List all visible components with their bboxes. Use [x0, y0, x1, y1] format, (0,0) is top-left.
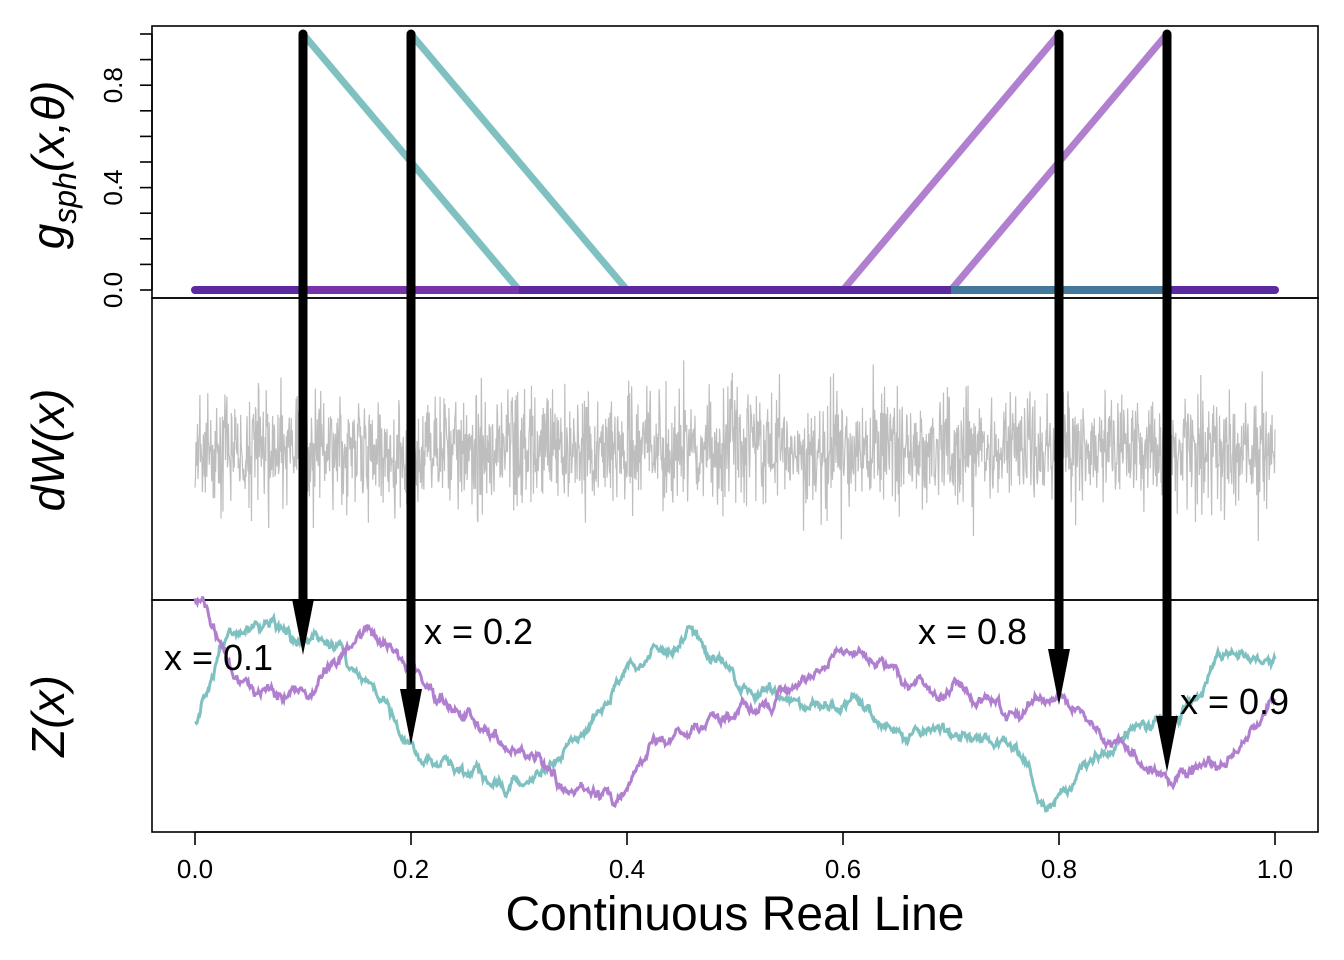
annotation-x-0.8: x = 0.8: [918, 611, 1027, 652]
top-y-tick-label: 0.4: [98, 170, 128, 206]
top-series-group: [191, 30, 1279, 294]
arrow-head-0: [292, 599, 314, 655]
kernel-series-2: [195, 30, 1275, 294]
x-tick-label: 1.0: [1257, 854, 1293, 884]
z-series-0: [194, 611, 1277, 813]
x-axis-label: Continuous Real Line: [506, 888, 965, 941]
kernel-series-3: [195, 30, 1275, 294]
bottom-ylabel: Z(x): [22, 675, 74, 758]
top-y-axis: 0.0 0.4 0.8: [98, 33, 153, 308]
top-y-tick-label: 0.0: [98, 272, 128, 308]
white-noise-series: [194, 360, 1276, 541]
annotation-x-0.9: x = 0.9: [1180, 681, 1289, 722]
x-tick-label: 0.4: [609, 854, 645, 884]
x-tick-label: 0.2: [393, 854, 429, 884]
arrow-head-3: [1156, 716, 1178, 772]
bottom-series-group: [193, 596, 1277, 813]
noise-path: [194, 360, 1276, 541]
arrow-head-1: [400, 689, 422, 745]
x-axis: 0.0 0.2 0.4 0.6 0.8 1.0: [177, 831, 1293, 884]
arrow-head-2: [1048, 649, 1070, 705]
annotation-x-0.2: x = 0.2: [424, 611, 533, 652]
x-tick-label: 0.0: [177, 854, 213, 884]
kernel-series-0: [195, 30, 1275, 294]
top-y-tick-label: 0.8: [98, 67, 128, 103]
x-tick-label: 0.8: [1041, 854, 1077, 884]
middle-ylabel: dW(x): [22, 389, 74, 512]
kernel-series-1: [195, 30, 1275, 294]
annotation-x-0.1: x = 0.1: [164, 637, 273, 678]
z-series-1: [193, 596, 1277, 809]
arrows-group: [292, 29, 1178, 772]
x-tick-label: 0.6: [825, 854, 861, 884]
top-ylabel: gsph(x,θ): [22, 81, 83, 250]
